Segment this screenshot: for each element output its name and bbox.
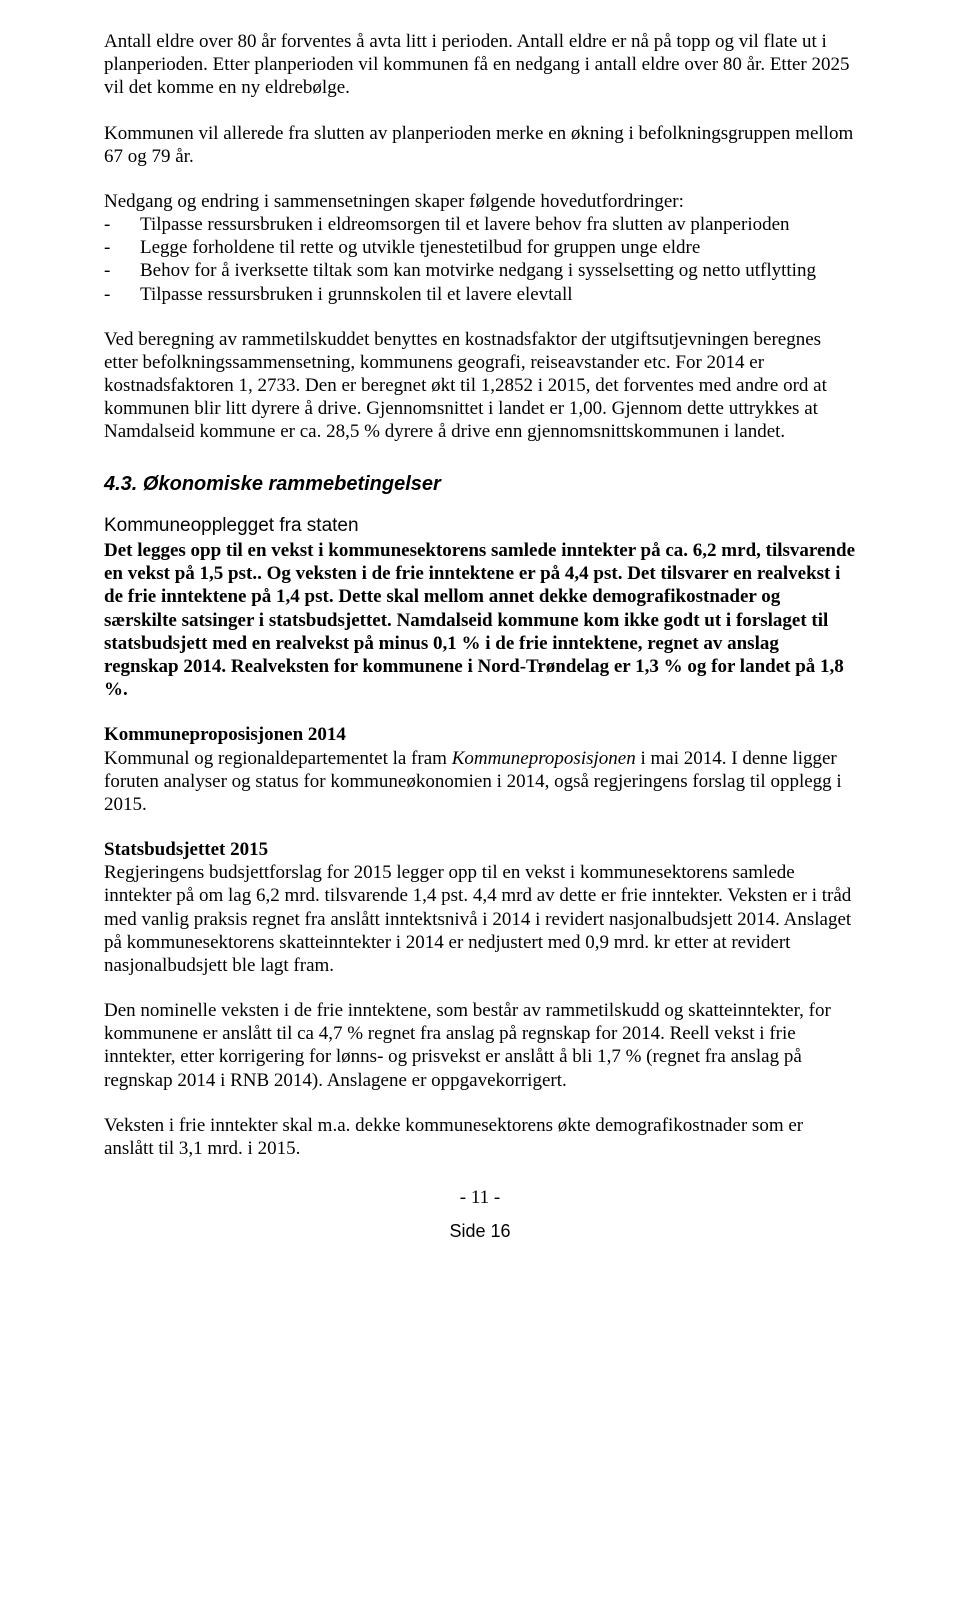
- list-item: - Tilpasse ressursbruken i grunnskolen t…: [104, 283, 856, 306]
- sub-heading: Kommuneopplegget fra staten: [104, 514, 856, 537]
- bullet-dash: -: [104, 213, 140, 236]
- list-item: - Behov for å iverksette tiltak som kan …: [104, 259, 856, 282]
- list-item-text: Tilpasse ressursbruken i grunnskolen til…: [140, 283, 856, 306]
- bullet-list: - Tilpasse ressursbruken i eldreomsorgen…: [104, 213, 856, 306]
- document-page: Antall eldre over 80 år forventes å avta…: [0, 0, 960, 1604]
- list-item-text: Legge forholdene til rette og utvikle tj…: [140, 236, 856, 259]
- inline-italic: Kommuneproposisjonen: [452, 748, 636, 769]
- page-number: - 11 -: [104, 1186, 856, 1209]
- list-item: - Tilpasse ressursbruken i eldreomsorgen…: [104, 213, 856, 236]
- inline-bold-title: Statsbudsjettet 2015: [104, 839, 268, 860]
- list-item-text: Tilpasse ressursbruken i eldreomsorgen t…: [140, 213, 856, 236]
- text-run: Kommunal og regionaldepartementet la fra…: [104, 748, 452, 769]
- paragraph: Veksten i frie inntekter skal m.a. dekke…: [104, 1114, 856, 1160]
- bullet-dash: -: [104, 236, 140, 259]
- list-item: - Legge forholdene til rette og utvikle …: [104, 236, 856, 259]
- section-heading: 4.3. Økonomiske rammebetingelser: [104, 472, 856, 496]
- inline-bold-title: Kommuneproposisjonen 2014: [104, 724, 346, 745]
- paragraph: Kommuneproposisjonen 2014 Kommunal og re…: [104, 723, 856, 816]
- paragraph: Kommunen vil allerede fra slutten av pla…: [104, 122, 856, 168]
- paragraph: Antall eldre over 80 år forventes å avta…: [104, 30, 856, 100]
- bullet-list-block: Nedgang og endring i sammensetningen ska…: [104, 190, 856, 306]
- bullet-intro: Nedgang og endring i sammensetningen ska…: [104, 190, 856, 213]
- bullet-dash: -: [104, 259, 140, 282]
- list-item-text: Behov for å iverksette tiltak som kan mo…: [140, 259, 856, 282]
- paragraph-bold: Det legges opp til en vekst i kommunesek…: [104, 539, 856, 701]
- bullet-dash: -: [104, 283, 140, 306]
- paragraph: Ved beregning av rammetilskuddet benytte…: [104, 328, 856, 444]
- paragraph: Statsbudsjettet 2015 Regjeringens budsje…: [104, 838, 856, 977]
- side-number: Side 16: [104, 1221, 856, 1243]
- paragraph: Den nominelle veksten i de frie inntekte…: [104, 999, 856, 1092]
- text-run: Regjeringens budsjettforslag for 2015 le…: [104, 862, 851, 976]
